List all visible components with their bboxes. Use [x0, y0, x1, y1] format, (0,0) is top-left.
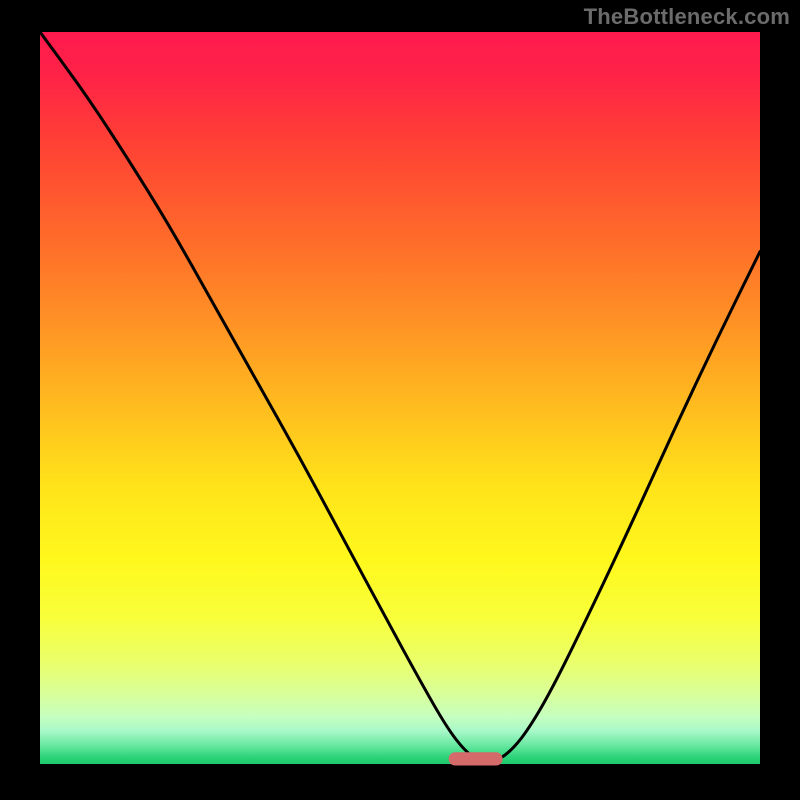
optimum-marker: [449, 752, 503, 765]
plot-background: [40, 32, 760, 764]
chart-stage: TheBottleneck.com: [0, 0, 800, 800]
chart-svg: [0, 0, 800, 800]
watermark-text: TheBottleneck.com: [584, 4, 790, 30]
